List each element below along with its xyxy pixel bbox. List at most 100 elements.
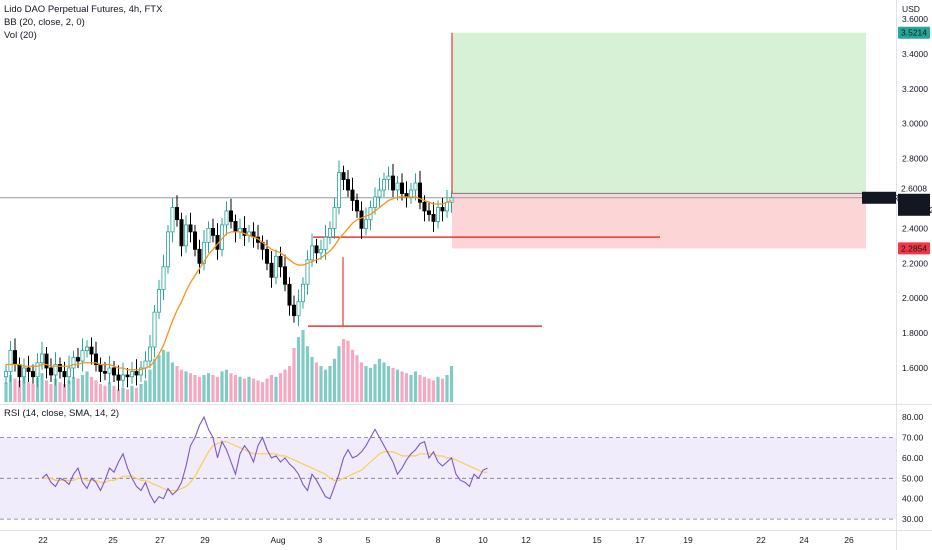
volume-bar xyxy=(350,349,355,402)
volume-bar xyxy=(269,375,274,402)
candle-body xyxy=(309,245,314,261)
volume-bar xyxy=(125,389,130,402)
candle-body xyxy=(278,255,283,268)
volume-bar xyxy=(62,384,67,402)
target-zone[interactable] xyxy=(452,32,866,194)
bb-basis-line[interactable] xyxy=(6,196,452,371)
volume-bar xyxy=(76,378,80,402)
volume-bar xyxy=(31,384,35,402)
volume-bar xyxy=(382,362,386,402)
volume-bar xyxy=(251,378,256,402)
volume-bar xyxy=(220,371,224,402)
volume-bar xyxy=(85,371,89,402)
volume-bar xyxy=(67,380,71,402)
candle-body xyxy=(26,367,31,372)
candle-body xyxy=(112,367,117,376)
rsi-axis-tick: 40.00 xyxy=(902,494,924,504)
volume-bar xyxy=(193,375,197,402)
bb-legend[interactable]: BB (20, close, 2, 0) xyxy=(4,17,85,28)
volume-bar xyxy=(436,376,440,402)
volume-bar xyxy=(224,369,229,402)
volume-bar xyxy=(4,382,8,402)
candle-body xyxy=(4,371,9,378)
time-axis-label: 5 xyxy=(366,535,371,545)
candle-body xyxy=(170,207,175,233)
volume-bar xyxy=(188,373,193,402)
volume-bar xyxy=(341,339,346,402)
symbol-badge[interactable]: LDOPERP xyxy=(864,193,905,203)
candle-body xyxy=(449,197,454,203)
time-axis-label: 17 xyxy=(635,535,645,545)
rsi-line[interactable] xyxy=(41,415,488,504)
pane-separator xyxy=(0,404,932,405)
chart-title[interactable]: Lido DAO Perpetual Futures, 4h, FTX xyxy=(4,4,163,15)
volume-bar xyxy=(71,376,76,402)
candle-body xyxy=(188,224,193,233)
volume-bar xyxy=(53,378,58,402)
candle-body xyxy=(282,266,287,285)
rsi-ma-line[interactable] xyxy=(42,440,488,492)
volume-bar xyxy=(364,366,368,402)
candle-body xyxy=(35,362,40,378)
candle-body xyxy=(76,357,81,362)
volume-bar xyxy=(355,355,359,402)
volume-bar xyxy=(103,385,107,402)
candle-body xyxy=(67,367,72,378)
time-axis-label: 19 xyxy=(683,535,693,545)
volume-bar xyxy=(161,349,166,402)
price-axis-tick: 2.8000 xyxy=(902,154,928,164)
candle-body xyxy=(341,172,346,180)
candle-body xyxy=(300,283,305,303)
candle-body xyxy=(103,371,108,374)
volume-bar xyxy=(22,376,26,402)
candle-body xyxy=(426,210,431,215)
candle-body xyxy=(264,248,269,264)
candle-body xyxy=(98,364,103,372)
candle-body xyxy=(125,374,130,378)
price-axis-tick: 1.6000 xyxy=(902,363,928,373)
candle-body xyxy=(422,201,427,212)
symbol-badge-bg xyxy=(862,191,896,204)
rsi-axis-tick: 70.00 xyxy=(902,433,924,443)
volume-bar xyxy=(431,380,436,402)
last-price-badge-bg xyxy=(898,193,930,216)
candle-body xyxy=(152,311,157,348)
candle-body xyxy=(273,255,278,278)
rsi-legend[interactable]: RSI (14, close, SMA, 14, 2) xyxy=(4,408,120,419)
candle-body xyxy=(80,350,85,362)
stop-price-badge-bg xyxy=(898,242,930,255)
candle-body xyxy=(440,207,445,212)
volume-bar xyxy=(112,385,116,402)
volume-legend[interactable]: Vol (20) xyxy=(4,30,37,41)
price-axis-tick: 3.0000 xyxy=(902,119,928,129)
volume-bar xyxy=(283,369,287,402)
candle-body xyxy=(233,221,238,233)
volume-bar xyxy=(98,384,103,402)
entry-price-badge-bg xyxy=(898,182,930,195)
entry-price-badge: 2.6008 xyxy=(901,183,927,193)
candle-body xyxy=(354,200,359,212)
candle-body xyxy=(94,353,99,365)
stop-zone[interactable] xyxy=(452,193,866,249)
volume-bar xyxy=(17,380,22,402)
volume-bar xyxy=(184,371,188,402)
time-axis-label: 26 xyxy=(844,535,854,545)
candle-body xyxy=(192,231,197,250)
volume-bar xyxy=(143,380,148,402)
candle-body xyxy=(161,266,166,290)
volume-bar xyxy=(314,362,319,402)
volume-bar xyxy=(359,362,364,402)
volume-bar xyxy=(319,366,323,402)
volume-bar xyxy=(305,346,310,402)
volume-bar xyxy=(422,376,427,402)
volume-bar xyxy=(292,348,296,402)
volume-bar xyxy=(202,375,206,402)
candle-body xyxy=(129,371,134,378)
time-axis-label: 25 xyxy=(108,535,118,545)
volume-bar xyxy=(13,378,17,402)
time-axis-label: 15 xyxy=(592,535,602,545)
candle-body xyxy=(242,227,247,236)
candle-body xyxy=(381,179,386,191)
